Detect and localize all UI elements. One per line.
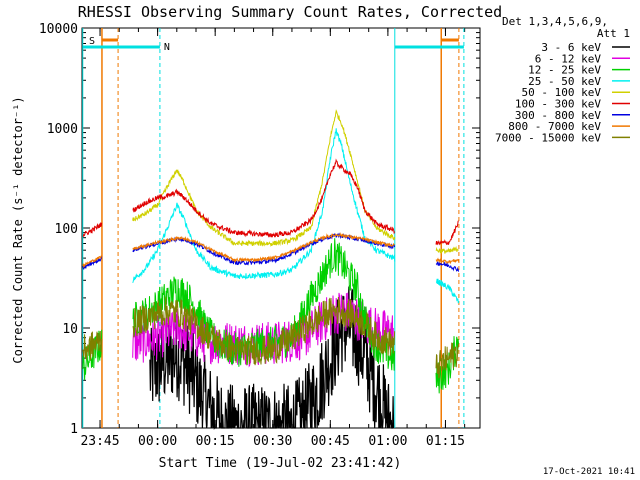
legend-label: 50 - 100 keV — [522, 86, 602, 99]
legend-label: 100 - 300 keV — [515, 98, 601, 111]
series-line-7000-15000-kev — [82, 296, 460, 379]
plot-frame — [81, 27, 481, 429]
series-line-100-300-kev — [82, 158, 459, 246]
x-tick-label: 01:00 — [368, 434, 407, 449]
x-tick-label: 00:15 — [196, 434, 235, 449]
x-tick-label: 23:45 — [80, 434, 119, 449]
series-line-25-50-kev — [132, 128, 460, 304]
night-label: N — [164, 42, 170, 53]
footer-date: 17-Oct-2021 10:41 — [543, 467, 635, 477]
legend-label: 7000 - 15000 keV — [495, 131, 601, 144]
series-line-800-7000-kev — [82, 232, 460, 269]
legend-label: 12 - 25 keV — [528, 64, 601, 77]
legend-label: 6 - 12 keV — [535, 52, 602, 65]
legend-label: 800 - 7000 keV — [508, 120, 601, 133]
saa-label: S — [89, 36, 95, 47]
x-tick-label: 00:00 — [138, 434, 177, 449]
x-tick-label: 00:30 — [253, 434, 292, 449]
x-axis-label: Start Time (19-Jul-02 23:41:42) — [159, 456, 402, 471]
series-line-50-100-kev — [132, 109, 459, 255]
chart-title: RHESSI Observing Summary Count Rates, Co… — [78, 3, 502, 21]
legend-header: Det 1,3,4,5,6,9, — [502, 15, 608, 28]
series-line-300-800-kev — [82, 232, 460, 272]
x-tick-label: 01:15 — [426, 434, 465, 449]
y-tick-label: 1 — [70, 422, 78, 437]
y-tick-label: 100 — [55, 222, 78, 237]
legend-header: Att 1 — [597, 27, 630, 40]
legend-label: 300 - 800 keV — [515, 109, 601, 122]
y-tick-label: 10 — [62, 322, 78, 337]
series-line-3-6-kev — [149, 286, 395, 431]
x-tick-label: 00:45 — [311, 434, 350, 449]
y-tick-label: 1000 — [47, 122, 78, 137]
y-tick-label: 10000 — [39, 22, 78, 37]
legend-label: 25 - 50 keV — [528, 75, 601, 88]
y-axis-label: Corrected Count Rate (s⁻¹ detector⁻¹) — [11, 96, 25, 363]
legend-label: 3 - 6 keV — [541, 41, 601, 54]
